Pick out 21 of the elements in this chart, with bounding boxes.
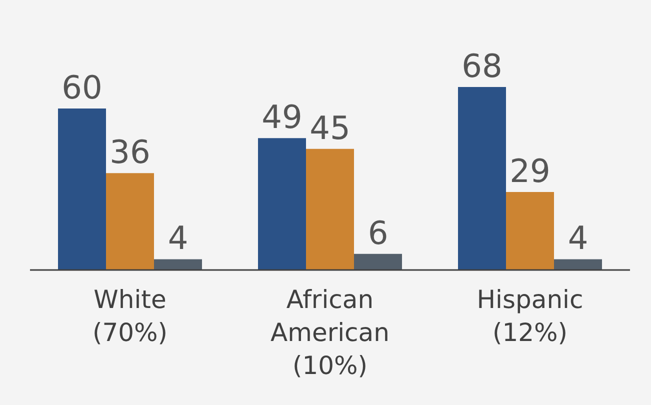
data-label: 4 xyxy=(168,219,188,258)
data-label: 36 xyxy=(110,133,150,172)
x-tick-label: Hispanic (12%) xyxy=(476,285,584,347)
data-label: 60 xyxy=(62,68,102,107)
data-label: 4 xyxy=(568,219,588,258)
data-label: 68 xyxy=(462,47,502,85)
bar xyxy=(458,87,506,270)
bar xyxy=(154,259,202,270)
bar xyxy=(58,108,106,270)
bar xyxy=(506,192,554,270)
bar xyxy=(354,254,402,270)
bar xyxy=(106,173,154,270)
bar xyxy=(306,148,354,270)
data-label: 29 xyxy=(510,152,550,190)
data-label: 49 xyxy=(262,98,302,136)
bar xyxy=(258,138,306,270)
data-label: 45 xyxy=(310,108,350,147)
data-label: 6 xyxy=(368,214,388,252)
x-tick-label: African American (10%) xyxy=(270,285,390,380)
bar xyxy=(554,259,602,270)
x-tick-label: White (70%) xyxy=(92,285,168,347)
